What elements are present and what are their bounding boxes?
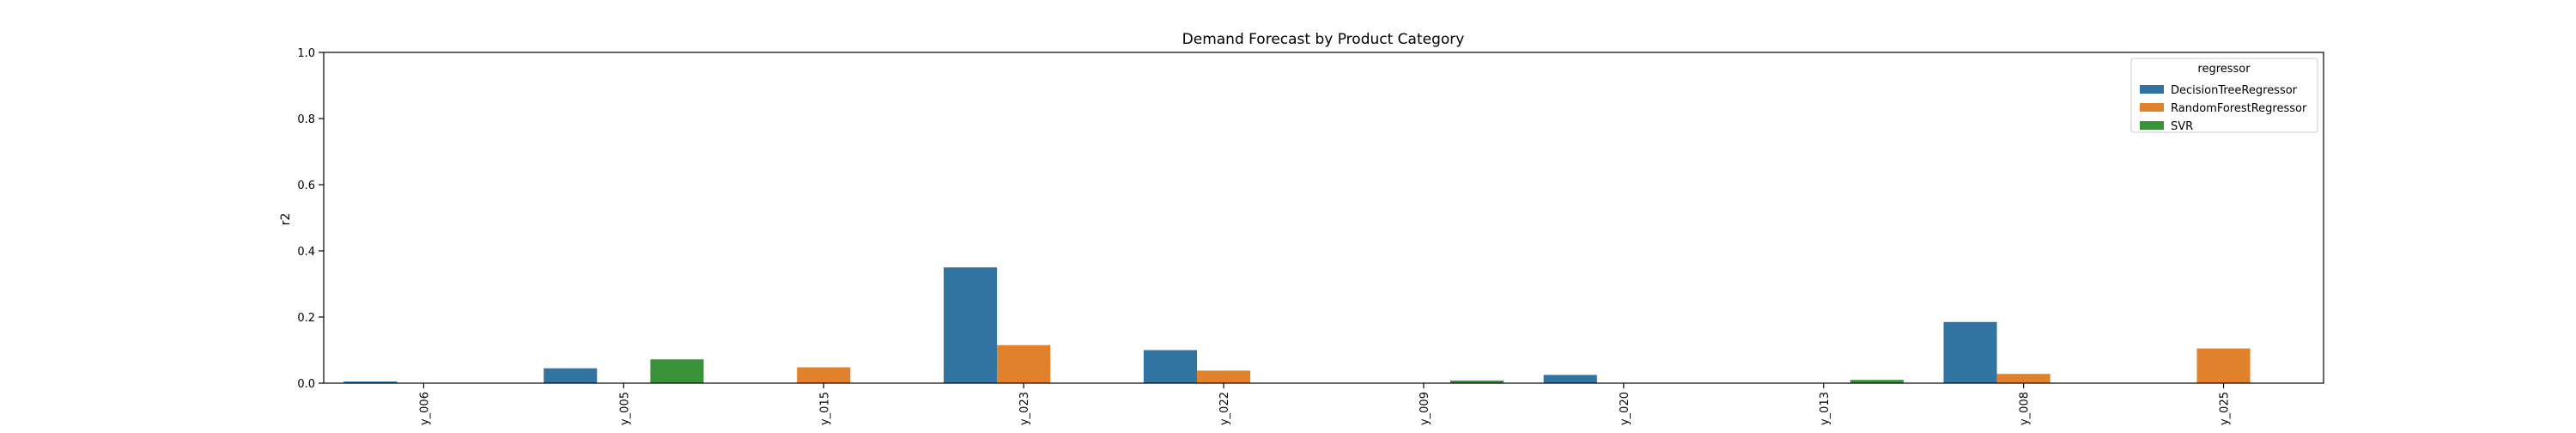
legend-title: regressor <box>2197 63 2251 76</box>
bar-y-025-randomforestregressor <box>2196 348 2251 383</box>
bar-y-006-decisiontreeregressor <box>343 381 398 383</box>
legend-swatch-svr <box>2140 121 2164 130</box>
y-tick-label: 0.0 <box>297 378 315 391</box>
y-tick-label: 0.2 <box>297 312 315 325</box>
bar-y-009-svr <box>1450 380 1504 383</box>
bar-y-008-randomforestregressor <box>1996 374 2050 383</box>
x-tick-label: y_015 <box>818 392 831 425</box>
legend: regressor DecisionTreeRegressor RandomFor… <box>2130 58 2318 133</box>
x-tick-label: y_006 <box>418 392 431 425</box>
bar-y-023-decisiontreeregressor <box>943 267 998 383</box>
bar-y-008-decisiontreeregressor <box>1943 321 1997 383</box>
bar-y-005-decisiontreeregressor <box>544 368 598 383</box>
x-tick-label: y_023 <box>1018 392 1031 425</box>
legend-label-randomforestregressor: RandomForestRegressor <box>2171 102 2307 115</box>
bar-y-022-decisiontreeregressor <box>1143 350 1197 383</box>
x-tick-label: y_008 <box>2019 392 2032 425</box>
legend-swatch-decisiontreeregressor <box>2140 85 2164 94</box>
bar-y-013-svr <box>1850 380 1904 383</box>
bar-y-023-randomforestregressor <box>997 345 1051 383</box>
x-tick-label: y_013 <box>1819 392 1832 425</box>
y-tick-label: 0.8 <box>297 113 315 126</box>
x-tick-label: y_020 <box>1619 392 1631 425</box>
y-tick-label: 0.4 <box>297 246 315 259</box>
bar-y-022-randomforestregressor <box>1196 370 1251 383</box>
y-tick-label: 1.0 <box>297 47 315 60</box>
x-tick-label: y_009 <box>1419 392 1431 425</box>
legend-label-svr: SVR <box>2171 120 2193 133</box>
bar-y-015-randomforestregressor <box>797 367 851 383</box>
x-axis: y_006 y_005 y_015 y_023 y_022 y_009 y_020 y_013… <box>418 383 2232 425</box>
x-tick-label: y_022 <box>1218 392 1231 425</box>
x-tick-label: y_005 <box>618 392 631 425</box>
y-axis: 0.0 0.2 0.4 0.6 0.8 1.0 <box>297 47 324 391</box>
chart-title: Demand Forecast by Product Category <box>1182 31 1465 48</box>
bars-layer <box>343 267 2251 383</box>
bar-y-005-svr <box>650 359 704 383</box>
y-tick-label: 0.6 <box>297 180 315 192</box>
x-tick-label: y_025 <box>2219 392 2232 425</box>
legend-swatch-randomforestregressor <box>2140 103 2164 112</box>
y-axis-label: r2 <box>279 213 293 226</box>
legend-box <box>2130 58 2318 133</box>
legend-label-decisiontreeregressor: DecisionTreeRegressor <box>2171 84 2298 97</box>
plot-frame <box>323 52 2324 384</box>
bar-y-020-decisiontreeregressor <box>1543 375 1597 383</box>
